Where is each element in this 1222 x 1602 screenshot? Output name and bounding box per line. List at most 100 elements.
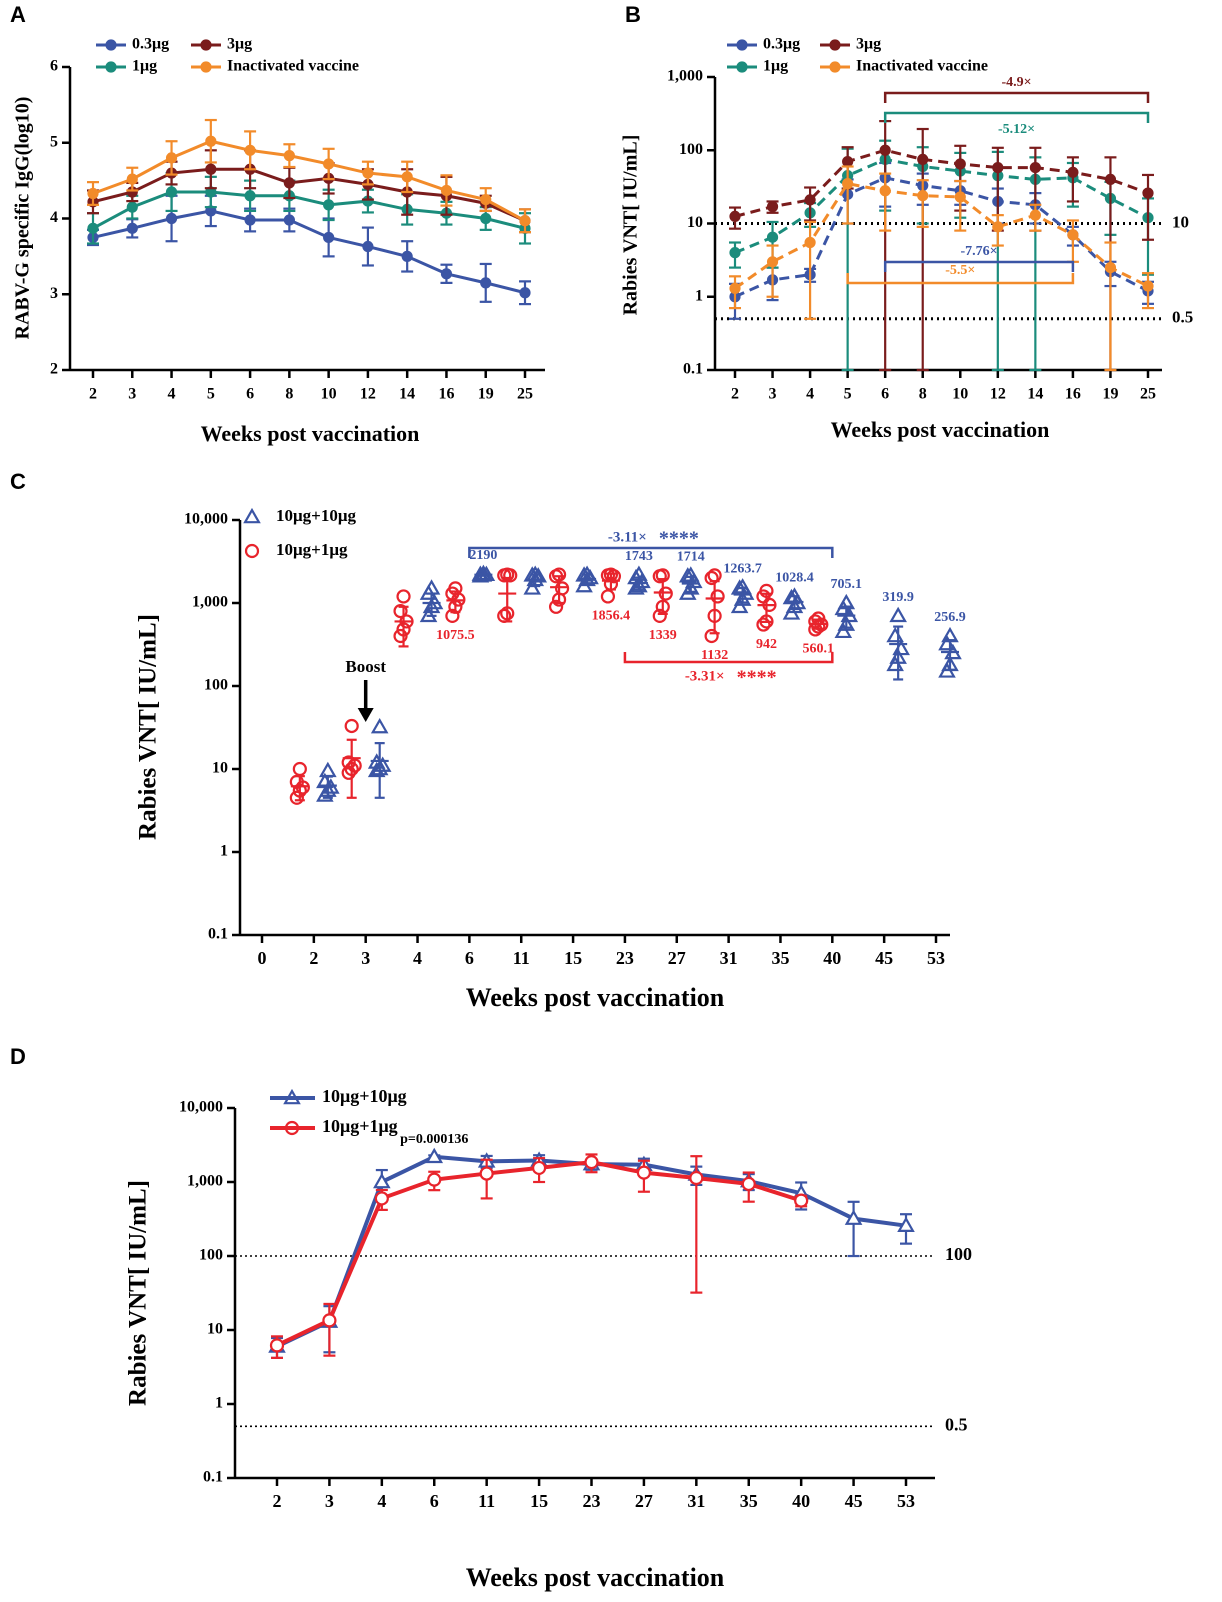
x-tick-label: 16 bbox=[438, 386, 454, 403]
annotation: -3.11× bbox=[608, 529, 647, 545]
legend-marker bbox=[243, 507, 261, 524]
x-tick-label: 12 bbox=[990, 386, 1006, 403]
legend-label: Inactivated vaccine bbox=[856, 58, 988, 75]
y-axis-title: Rabies VNT[ IU/mL] bbox=[135, 614, 162, 840]
x-tick-label: 4 bbox=[377, 1491, 386, 1511]
legend-marker bbox=[105, 61, 117, 73]
significance: **** bbox=[659, 528, 699, 550]
point bbox=[480, 193, 492, 206]
point bbox=[794, 1193, 809, 1208]
x-tick-label: 15 bbox=[530, 1491, 548, 1511]
point bbox=[479, 1166, 494, 1181]
x-tick-label: 8 bbox=[285, 386, 293, 403]
annotation: -7.76× bbox=[960, 244, 997, 259]
x-tick-label: 12 bbox=[360, 386, 376, 403]
point bbox=[808, 614, 823, 629]
legend-label: 10μg+10μg bbox=[276, 506, 356, 525]
point bbox=[523, 579, 542, 595]
point bbox=[842, 155, 854, 168]
legend-marker bbox=[244, 543, 260, 559]
x-tick-label: 5 bbox=[207, 386, 215, 403]
point bbox=[729, 210, 741, 223]
point bbox=[319, 761, 337, 778]
x-tick-label: 16 bbox=[1065, 386, 1081, 403]
y-tick-label: 100 bbox=[204, 677, 228, 694]
x-tick-label: 27 bbox=[635, 1491, 653, 1511]
y-tick-label: 5 bbox=[50, 133, 58, 150]
x-tick-label: 3 bbox=[769, 386, 777, 403]
legend-label: 10μg+10μg bbox=[322, 1086, 407, 1106]
panel-letter: A bbox=[10, 2, 26, 27]
bracket bbox=[468, 546, 834, 558]
bracket bbox=[883, 260, 1075, 272]
point bbox=[87, 187, 99, 200]
point bbox=[87, 222, 99, 234]
x-tick-label: 6 bbox=[430, 1491, 439, 1511]
x-tick-label: 11 bbox=[513, 948, 530, 968]
bracket bbox=[846, 273, 1075, 285]
point bbox=[1142, 187, 1154, 199]
point bbox=[842, 178, 854, 190]
point bbox=[401, 250, 413, 262]
point bbox=[165, 152, 178, 164]
annotation: -5.12× bbox=[998, 122, 1035, 137]
y-axis-title: Rabies VNT[ IU/mL] bbox=[125, 1180, 152, 1406]
point bbox=[689, 1170, 704, 1186]
annotation: p=0.000136 bbox=[400, 1132, 468, 1147]
y-axis-title: RABV-G specific IgG(log10) bbox=[12, 97, 34, 340]
y-tick-label: 100 bbox=[679, 141, 703, 158]
x-tick-label: 2 bbox=[731, 386, 739, 403]
y-tick-label: 4 bbox=[50, 209, 58, 226]
point bbox=[917, 153, 929, 166]
point bbox=[704, 570, 719, 586]
x-tick-label: 3 bbox=[325, 1491, 334, 1511]
mean-label: 256.9 bbox=[934, 610, 966, 625]
point bbox=[440, 184, 453, 197]
y-tick-label: 1,000 bbox=[192, 594, 228, 611]
mean-label: 1339 bbox=[649, 628, 677, 643]
boost-label: Boost bbox=[345, 657, 386, 676]
point bbox=[834, 622, 853, 639]
mean-label: 319.9 bbox=[882, 590, 914, 605]
boost-arrowhead bbox=[357, 708, 374, 722]
legend-label: Inactivated vaccine bbox=[227, 58, 359, 75]
legend-marker bbox=[736, 61, 748, 73]
x-tick-label: 10 bbox=[952, 386, 968, 403]
point bbox=[992, 161, 1004, 174]
mean-label: 2190 bbox=[469, 548, 497, 563]
mean-label: 1743 bbox=[625, 549, 653, 564]
point bbox=[283, 150, 295, 162]
x-tick-label: 31 bbox=[687, 1491, 705, 1511]
mean-label: 1075.5 bbox=[436, 628, 475, 643]
point bbox=[1104, 173, 1117, 185]
y-tick-label: 0.1 bbox=[208, 926, 228, 943]
significance: **** bbox=[737, 667, 777, 689]
x-tick-label: 15 bbox=[564, 948, 582, 968]
point bbox=[519, 287, 531, 299]
point bbox=[1104, 262, 1117, 274]
point bbox=[283, 214, 295, 226]
point bbox=[440, 268, 453, 280]
point bbox=[480, 277, 492, 289]
point bbox=[954, 158, 966, 170]
point bbox=[897, 1216, 915, 1232]
reference-label: 0.5 bbox=[1172, 308, 1193, 327]
point bbox=[1067, 229, 1079, 241]
y-tick-label: 1,000 bbox=[667, 68, 703, 85]
x-tick-label: 6 bbox=[246, 386, 254, 403]
legend-marker bbox=[283, 1088, 301, 1105]
point bbox=[1029, 209, 1041, 221]
point bbox=[804, 194, 816, 206]
x-tick-label: 23 bbox=[616, 948, 634, 968]
x-tick-label: 8 bbox=[919, 386, 927, 403]
point bbox=[766, 256, 779, 268]
point bbox=[269, 1338, 285, 1353]
series-line bbox=[92, 209, 526, 295]
y-axis-title: Rabies VNT[ IU/mL] bbox=[620, 135, 642, 316]
point bbox=[289, 790, 304, 805]
point bbox=[401, 171, 413, 183]
legend-marker bbox=[105, 39, 117, 51]
point bbox=[126, 201, 138, 213]
x-tick-label: 14 bbox=[1027, 386, 1043, 403]
